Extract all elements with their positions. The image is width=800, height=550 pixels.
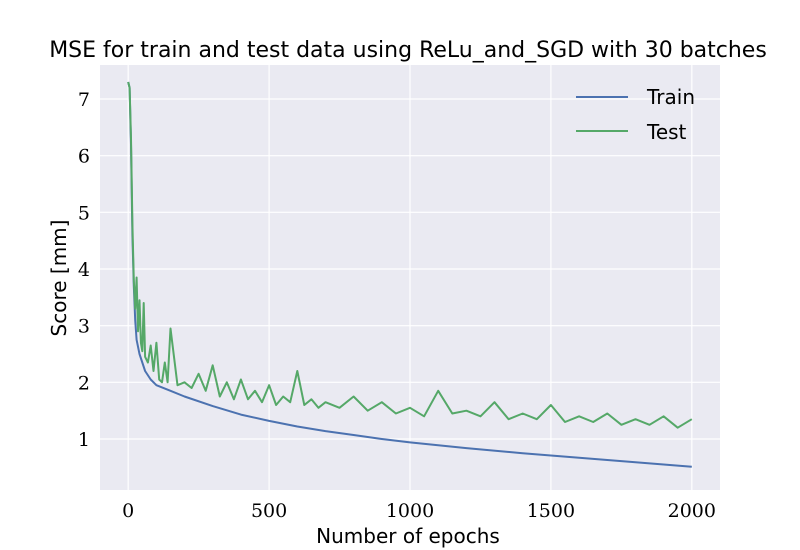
series-line-test: [127, 81, 693, 429]
series-layer: [127, 81, 693, 468]
x-tick-label: 500: [251, 500, 287, 522]
x-axis-label: Number of epochs: [316, 524, 500, 548]
y-axis-label: Score [mm]: [47, 220, 71, 337]
legend: Train Test: [576, 85, 695, 144]
legend-label-test: Test: [646, 120, 687, 144]
y-tick-label: 3: [78, 316, 90, 338]
y-tick-label: 4: [78, 259, 90, 281]
x-tick-label: 1500: [527, 500, 575, 522]
y-tick-label: 5: [78, 202, 90, 224]
grid: [100, 65, 720, 490]
y-tick-label: 2: [78, 372, 90, 394]
ticks: 0 500 1000 1500 2000 1 2 3 4 5 6 7: [78, 89, 716, 522]
y-tick-label: 1: [78, 429, 90, 451]
y-tick-label: 6: [78, 146, 90, 168]
legend-label-train: Train: [646, 85, 695, 109]
x-tick-label: 1000: [386, 500, 434, 522]
x-tick-label: 0: [122, 500, 134, 522]
chart-title: MSE for train and test data using ReLu_a…: [49, 38, 767, 63]
y-tick-label: 7: [78, 89, 90, 111]
x-tick-label: 2000: [668, 500, 716, 522]
